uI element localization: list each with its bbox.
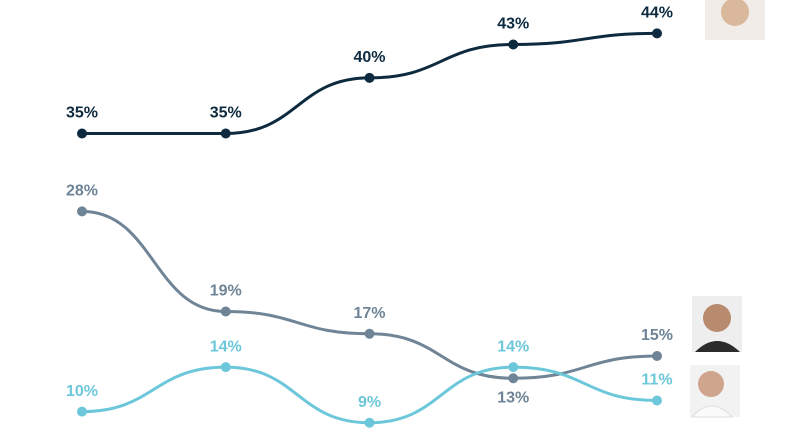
data-label: 44% xyxy=(641,5,673,22)
data-point xyxy=(652,351,662,361)
candidate-photo xyxy=(692,296,742,352)
data-point xyxy=(508,39,519,50)
data-label: 10% xyxy=(66,383,98,400)
data-point xyxy=(220,306,231,317)
data-label: 15% xyxy=(641,327,673,344)
data-point xyxy=(508,362,519,373)
data-label: 35% xyxy=(210,105,242,122)
series-line xyxy=(81,209,658,380)
data-label: 28% xyxy=(66,183,98,200)
data-label: 9% xyxy=(358,394,381,411)
data-label: 19% xyxy=(210,283,242,300)
data-point xyxy=(652,28,662,39)
data-point xyxy=(220,128,231,139)
data-label: 14% xyxy=(210,338,242,355)
data-point xyxy=(364,417,375,428)
data-label: 40% xyxy=(353,49,385,66)
data-point xyxy=(77,206,87,217)
data-point xyxy=(364,72,375,83)
candidate-photo xyxy=(705,0,765,40)
data-label: 43% xyxy=(497,16,529,33)
data-label: 11% xyxy=(641,372,672,389)
data-point xyxy=(652,395,662,406)
data-label: 14% xyxy=(497,338,529,355)
data-point xyxy=(77,128,87,139)
data-point xyxy=(508,373,519,384)
data-point xyxy=(77,406,87,417)
data-point xyxy=(220,362,231,373)
candidate-photo xyxy=(690,365,740,418)
data-label: 13% xyxy=(497,389,529,406)
data-label: 35% xyxy=(66,105,98,122)
data-point xyxy=(364,328,375,339)
data-label: 17% xyxy=(353,305,385,322)
